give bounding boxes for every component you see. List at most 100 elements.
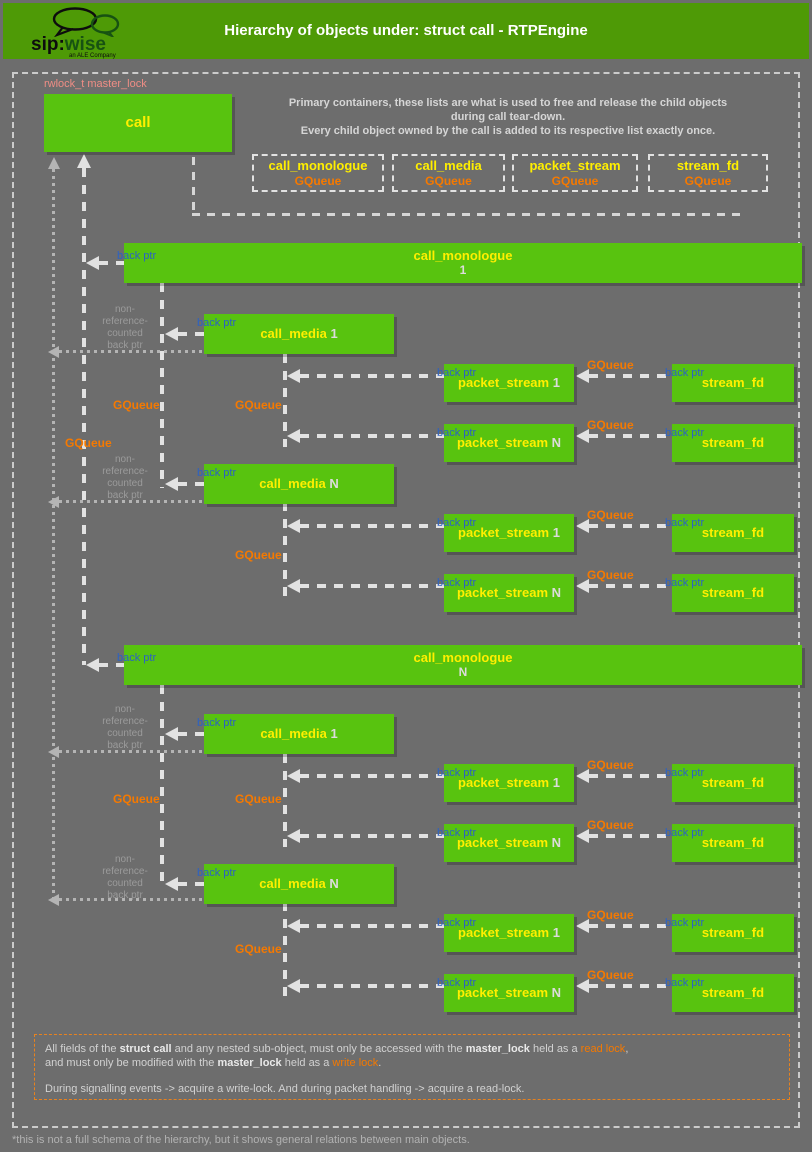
back-ptr-label: back ptr [117, 652, 157, 664]
arrow-left-icon [48, 894, 59, 906]
stream-fd-box: stream_fd [672, 574, 794, 612]
arrow-left-icon [165, 477, 178, 491]
intro-line-3: Every child object owned by the call is … [300, 125, 716, 137]
back-ptr-arrow-line [300, 774, 444, 778]
arrow-left-icon [576, 979, 589, 993]
arrow-left-icon [48, 746, 59, 758]
back-ptr-label: back ptr [665, 917, 705, 929]
box-name: call_media [259, 876, 326, 891]
packet-stream-box: packet_stream 1 [444, 514, 574, 552]
gqueue-arrow-line [589, 774, 672, 778]
gqueue-label: GQueue [587, 508, 634, 522]
note-text: held as a [529, 1043, 581, 1055]
box-name: packet_stream [456, 585, 549, 600]
gqueue-label: GQueue [113, 792, 160, 806]
call-box: call [44, 94, 232, 152]
call-media-n-box: call_media N [204, 464, 394, 504]
note-line-1: All fields of the struct call and any ne… [45, 1042, 779, 1056]
box-index: N [551, 435, 562, 450]
gqueue-arrow-line [589, 434, 672, 438]
master-lock-label: rwlock_t master_lock [44, 78, 147, 90]
gqueue-label: GQueue [235, 942, 282, 956]
box-name: call_monologue [413, 650, 513, 665]
box-index: 1 [552, 775, 560, 790]
back-ptr-label: back ptr [437, 367, 477, 379]
gqueue-label: GQueue [587, 818, 634, 832]
non-ref-line: reference- [102, 466, 148, 477]
non-ref-line: reference- [102, 716, 148, 727]
gqueue-label: GQueue [587, 568, 634, 582]
arrow-left-icon [86, 256, 99, 270]
note-line-3: During signalling events -> acquire a wr… [45, 1083, 525, 1095]
back-ptr-label: back ptr [117, 250, 157, 262]
arrow-left-icon [576, 369, 589, 383]
non-ref-line: back ptr [107, 490, 143, 501]
call-containers-connector-h [192, 213, 747, 216]
box-name: stream_fd [701, 435, 765, 450]
intro-line-2: during call tear-down. [450, 111, 566, 123]
box-index: 1 [552, 375, 560, 390]
packet-stream-box: packet_stream 1 [444, 364, 574, 402]
call-monologue-n-box: call_monologue N [124, 645, 802, 685]
box-index: 1 [330, 326, 338, 341]
non-ref-line: reference- [102, 866, 148, 877]
logo-tagline: an ALE Company [69, 53, 116, 59]
back-ptr-label: back ptr [437, 427, 477, 439]
back-ptr-trunk-line [82, 168, 86, 665]
box-index: N [551, 835, 562, 850]
gqueue-line [283, 902, 287, 997]
non-ref-label: non- reference- counted back ptr [93, 454, 157, 502]
arrow-left-icon [287, 579, 300, 593]
non-ref-line: back ptr [107, 740, 143, 751]
call-box-label: call [125, 114, 151, 131]
box-name: packet_stream [456, 435, 549, 450]
gqueue-label: GQueue [113, 398, 160, 412]
box-name: stream_fd [701, 375, 765, 390]
gqueue-line [283, 502, 287, 597]
back-ptr-label: back ptr [437, 917, 477, 929]
box-name: call_media [259, 476, 326, 491]
sipwise-logo: sip:wise an ALE Company [29, 7, 149, 59]
back-ptr-label: back ptr [437, 577, 477, 589]
arrow-left-icon [287, 519, 300, 533]
back-ptr-label: back ptr [437, 827, 477, 839]
gqueue-line [283, 754, 287, 847]
box-name: packet_stream [456, 835, 549, 850]
packet-stream-box: packet_stream 1 [444, 764, 574, 802]
back-ptr-label: back ptr [197, 867, 237, 879]
stream-fd-box: stream_fd [672, 514, 794, 552]
back-ptr-arrow-line [99, 261, 124, 265]
non-ref-arrow-line [59, 350, 204, 353]
intro-text: Primary containers, these lists are what… [258, 96, 758, 138]
gqueue-label: GQueue [235, 548, 282, 562]
box-name: call_media [260, 326, 327, 341]
container-type: GQueue [294, 174, 342, 188]
container-name: call_monologue [268, 158, 368, 173]
gqueue-label: GQueue [587, 418, 634, 432]
gqueue-arrow-line [589, 374, 672, 378]
back-ptr-arrow-line [300, 834, 444, 838]
box-index: 1 [552, 925, 560, 940]
non-ref-line: counted [107, 728, 143, 739]
non-ref-trunk-line [52, 169, 55, 900]
arrow-left-icon [576, 429, 589, 443]
box-index: N [329, 876, 339, 891]
box-index: 1 [459, 263, 467, 277]
arrow-left-icon [576, 829, 589, 843]
gqueue-label: GQueue [65, 436, 112, 450]
arrow-left-icon [576, 919, 589, 933]
arrow-left-icon [287, 369, 300, 383]
gqueue-line [283, 354, 287, 447]
note-text: . [378, 1057, 382, 1069]
arrow-left-icon [287, 979, 300, 993]
note-bold: master_lock [465, 1043, 530, 1055]
packet-stream-box: packet_stream N [444, 824, 574, 862]
non-ref-line: back ptr [107, 890, 143, 901]
note-bold: struct call [119, 1043, 172, 1055]
back-ptr-label: back ptr [437, 517, 477, 529]
note-line-2: and must only be modified with the maste… [45, 1056, 779, 1070]
packet-stream-box: packet_stream 1 [444, 914, 574, 952]
container-name: packet_stream [529, 158, 621, 173]
box-name: packet_stream [456, 985, 549, 1000]
back-ptr-label: back ptr [665, 367, 705, 379]
